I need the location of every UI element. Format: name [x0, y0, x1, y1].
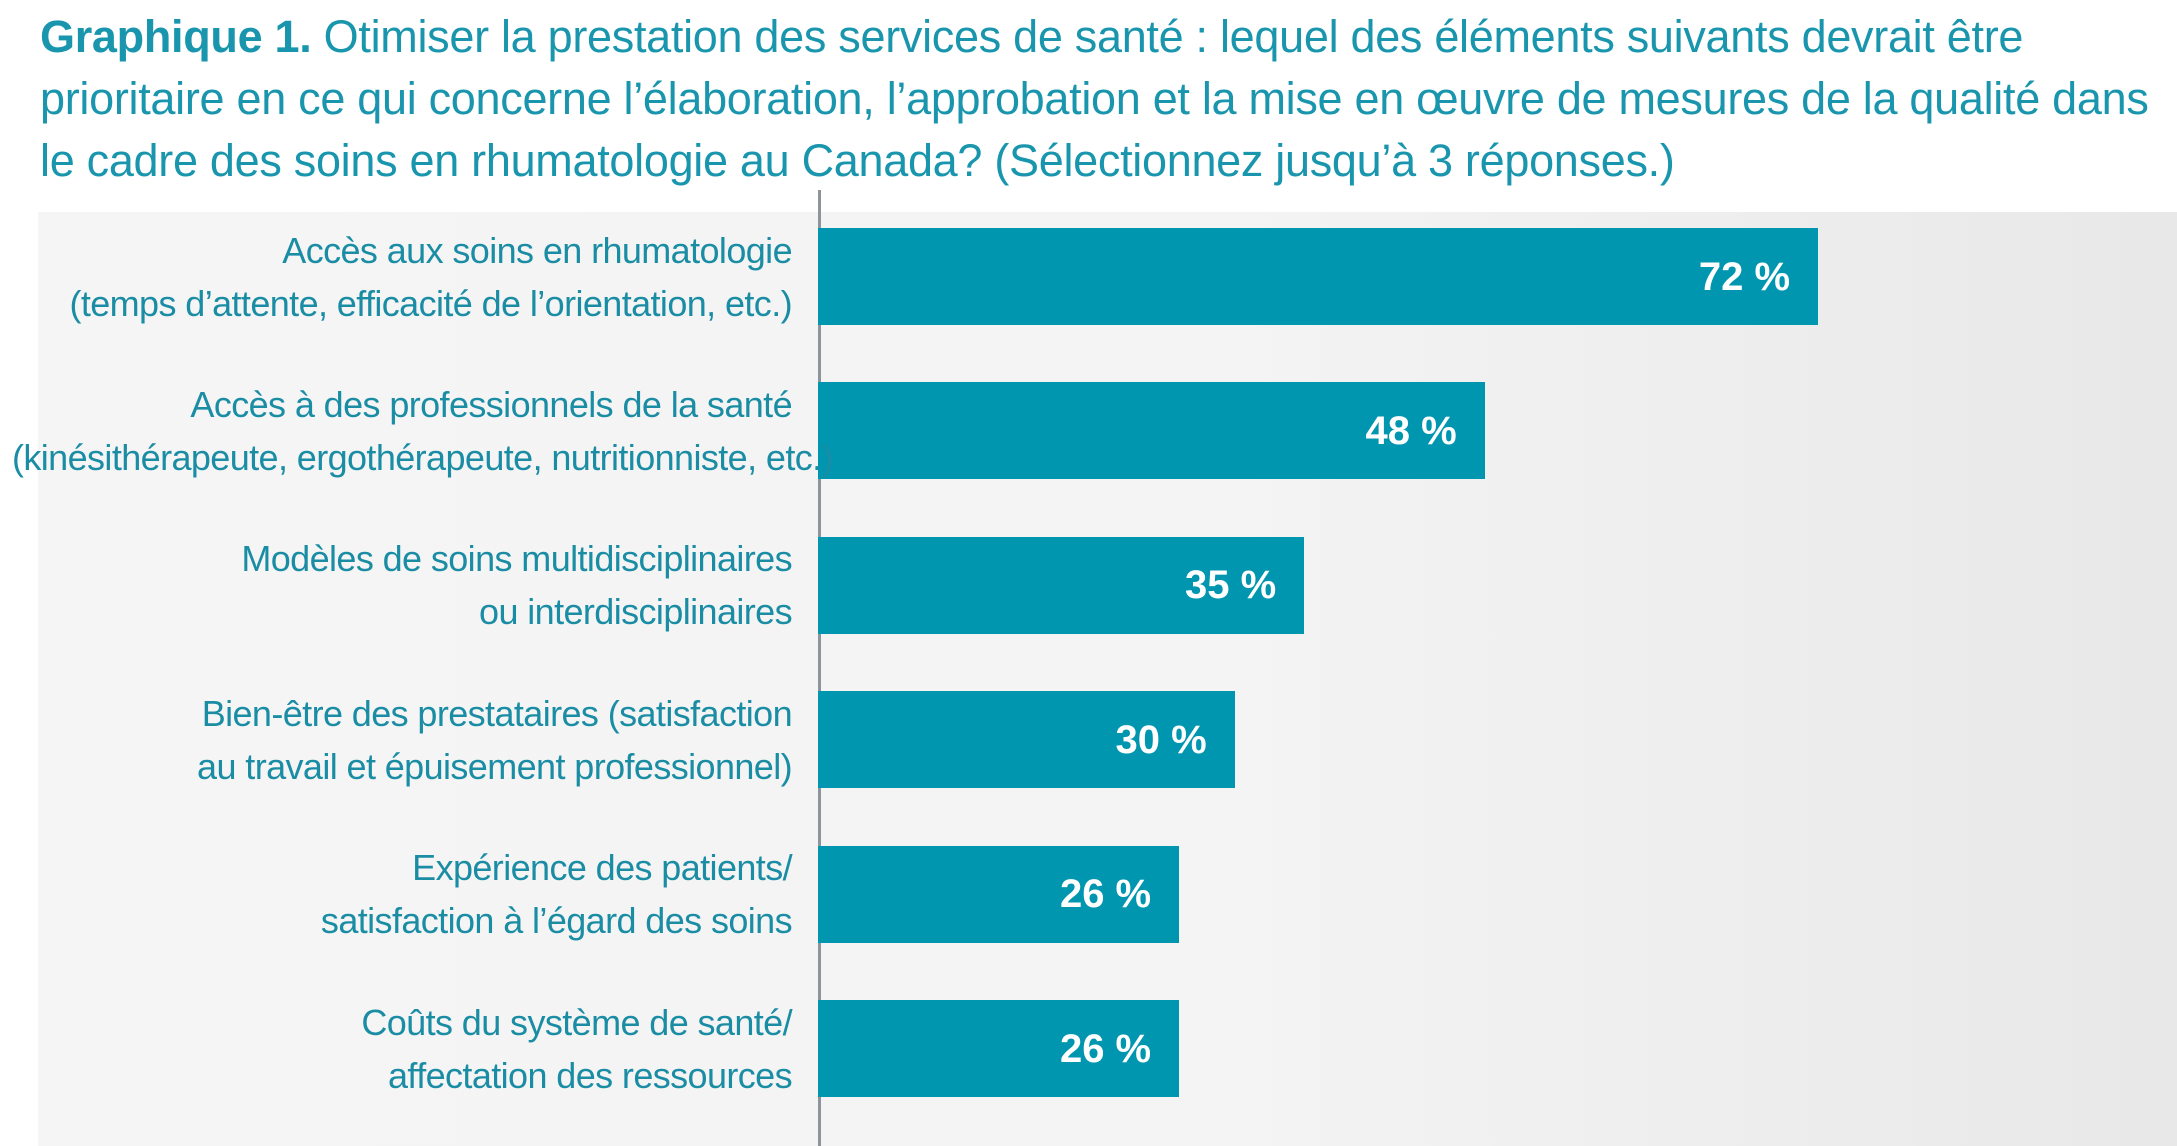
bar: [818, 228, 1819, 325]
category-label-line: affectation des ressources: [388, 1054, 793, 1096]
bar-value-label: 48 %: [1365, 408, 1457, 453]
category-label-line: Accès aux soins en rhumatologie: [282, 229, 792, 271]
category-label: Bien-être des prestataires (satisfaction…: [12, 687, 793, 793]
bar: [818, 536, 1305, 634]
bar: [818, 845, 1180, 943]
category-label-line: au travail et épuisement professionnel): [197, 745, 793, 787]
category-label-line: ou interdisciplinaires: [479, 591, 793, 633]
category-label-line: Coûts du système de santé/: [361, 1001, 792, 1043]
category-label-line: (kinésithérapeute, ergothérapeute, nutri…: [12, 436, 834, 478]
category-label: Accès à des professionnels de la santé (k…: [12, 378, 834, 484]
chart-title-lead: Graphique 1.: [40, 11, 312, 62]
category-label-line: Bien-être des prestataires (satisfaction: [201, 692, 793, 734]
category-label: Coûts du système de santé/affectation de…: [12, 996, 792, 1102]
category-label-line: (temps d’attente, efficacité de l’orient…: [69, 282, 792, 324]
category-label-line: Accès à des professionnels de la santé: [190, 383, 792, 425]
category-label: Accès aux soins en rhumatologie (temps d’…: [12, 224, 792, 330]
bar-value-label: 72 %: [1698, 254, 1791, 299]
category-label-line: satisfaction à l’égard des soins: [320, 900, 793, 942]
chart-title-text: Otimiser la prestation des services de s…: [40, 11, 2149, 186]
category-label-line: Modèles de soins multidisciplinaires: [241, 538, 792, 580]
bar: [818, 691, 1235, 789]
bar-value-label: 26 %: [1059, 1026, 1152, 1071]
category-label: Modèles de soins multidisciplinaires ou i…: [12, 532, 792, 638]
bar-value-label: 30 %: [1115, 717, 1207, 762]
chart-title: Graphique 1. Otimiser la prestation des …: [40, 6, 2150, 192]
bar-value-label: 35 %: [1184, 563, 1277, 608]
bar: [818, 1000, 1180, 1097]
bar-value-label: 26 %: [1059, 872, 1152, 917]
category-axis-line: [818, 190, 821, 1146]
category-label: Expérience des patients/satisfaction à l…: [12, 841, 793, 947]
plot-background: [38, 212, 2177, 1146]
category-label-line: Expérience des patients/: [412, 847, 792, 889]
bar: [818, 382, 1485, 480]
